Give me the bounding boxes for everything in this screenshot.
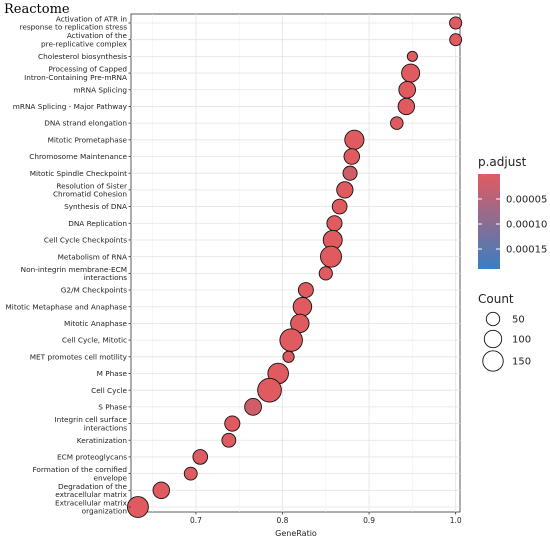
y-tick-label: DNA Replication — [68, 219, 127, 228]
y-tick-label: Activation of ATR in response to replicat… — [20, 15, 128, 32]
color-legend-label: 0.00010 — [506, 220, 547, 231]
data-point — [449, 16, 463, 30]
data-point — [127, 496, 149, 518]
y-tick-label: Formation of the cornified envelope — [32, 465, 127, 482]
x-tick-label: 1.0 — [450, 516, 462, 525]
x-axis-labels: 0.7 0.8 0.9 1.0 — [190, 512, 462, 525]
data-point — [331, 198, 348, 215]
data-point — [152, 481, 171, 500]
y-tick-label: Chromosome Maintenance — [29, 152, 127, 161]
data-point — [297, 282, 314, 298]
data-point — [342, 165, 358, 181]
x-axis-title: GeneRatio — [275, 529, 317, 538]
chart-title: Reactome — [4, 2, 70, 17]
y-tick-label: Cell Cycle — [91, 386, 127, 395]
y-tick-label: mRNA Splicing — [73, 85, 127, 94]
data-point — [279, 328, 303, 352]
y-tick-label: M Phase — [97, 369, 128, 378]
data-point — [292, 296, 313, 317]
y-tick-label: DNA strand elongation — [44, 119, 127, 128]
plot-panel — [127, 13, 463, 518]
data-point — [449, 33, 463, 47]
data-point — [406, 50, 418, 62]
size-legend-circle — [483, 329, 503, 349]
y-tick-label: Degradation of the extracellular matrix — [55, 482, 127, 499]
x-tick-label: 0.8 — [277, 516, 289, 525]
size-legend-label: 50 — [512, 315, 525, 326]
y-tick-label: Mitotic Anaphase — [64, 319, 127, 328]
y-tick-label: G2/M Checkpoints — [61, 286, 127, 295]
data-point — [282, 350, 295, 363]
data-point — [221, 432, 237, 448]
y-tick-label: ECM proteoglycans — [57, 453, 127, 462]
size-legend: Count 50 100 150 — [478, 292, 531, 372]
y-tick-label: Mitotic Prometaphase — [48, 135, 128, 144]
y-tick-label: Integrin cell surface interactions — [54, 415, 127, 432]
y-tick-label: Mitotic Spindle Checkpoint — [30, 169, 127, 178]
y-tick-label: Resolution of Sister Chromatid Cohesion — [53, 181, 127, 198]
y-tick-label: Cell Cycle, Mitotic — [62, 336, 127, 345]
color-legend-bar — [478, 174, 500, 269]
y-tick-label: S Phase — [98, 402, 127, 411]
y-tick-label: Synthesis of DNA — [64, 202, 127, 211]
data-point — [318, 266, 333, 281]
color-legend-title: p.adjust — [478, 155, 527, 169]
color-legend: p.adjust 0.00005 0.00010 0.00015 — [478, 155, 547, 269]
data-point — [224, 415, 241, 432]
data-point — [183, 466, 198, 481]
size-legend-title: Count — [478, 292, 514, 306]
data-point — [401, 63, 421, 83]
data-point — [326, 215, 343, 232]
data-point — [336, 181, 354, 199]
y-tick-label: Cell Cycle Checkpoints — [44, 236, 127, 245]
data-point — [397, 97, 416, 116]
data-point — [192, 449, 209, 465]
y-tick-label: Keratinization — [77, 436, 127, 445]
x-tick-label: 0.7 — [190, 516, 202, 525]
x-tick-label: 0.9 — [363, 516, 375, 525]
color-legend-label: 0.00005 — [506, 195, 547, 206]
y-axis-labels: Activation of ATR in response to replicat… — [6, 15, 131, 516]
data-point — [257, 377, 282, 403]
y-tick-label: Metabolism of RNA — [58, 252, 127, 261]
y-tick-label: Non-integrin membrane-ECM interactions — [21, 265, 128, 282]
data-point — [390, 116, 404, 130]
y-tick-label: Processing of Capped Intron-Containing Pr… — [24, 65, 127, 82]
color-legend-label: 0.00015 — [506, 245, 547, 256]
data-point — [343, 148, 361, 165]
size-legend-circle — [482, 350, 504, 372]
y-tick-label: mRNA Splicing - Major Pathway — [13, 102, 128, 111]
y-tick-label: Cholesterol biosynthesis — [38, 52, 127, 61]
data-point — [398, 80, 416, 99]
data-point — [244, 397, 262, 416]
y-tick-label: Extracellular matrix organization — [55, 499, 128, 516]
y-tick-label: Activation of the pre-replicative complex — [41, 31, 128, 48]
size-legend-circle — [485, 311, 501, 327]
size-legend-label: 100 — [512, 335, 531, 346]
y-tick-label: MET promotes cell motility — [30, 352, 128, 361]
size-legend-label: 150 — [512, 357, 531, 368]
data-point — [344, 129, 365, 150]
data-point — [320, 245, 342, 268]
y-tick-label: Mitotic Metaphase and Anaphase — [6, 302, 128, 311]
